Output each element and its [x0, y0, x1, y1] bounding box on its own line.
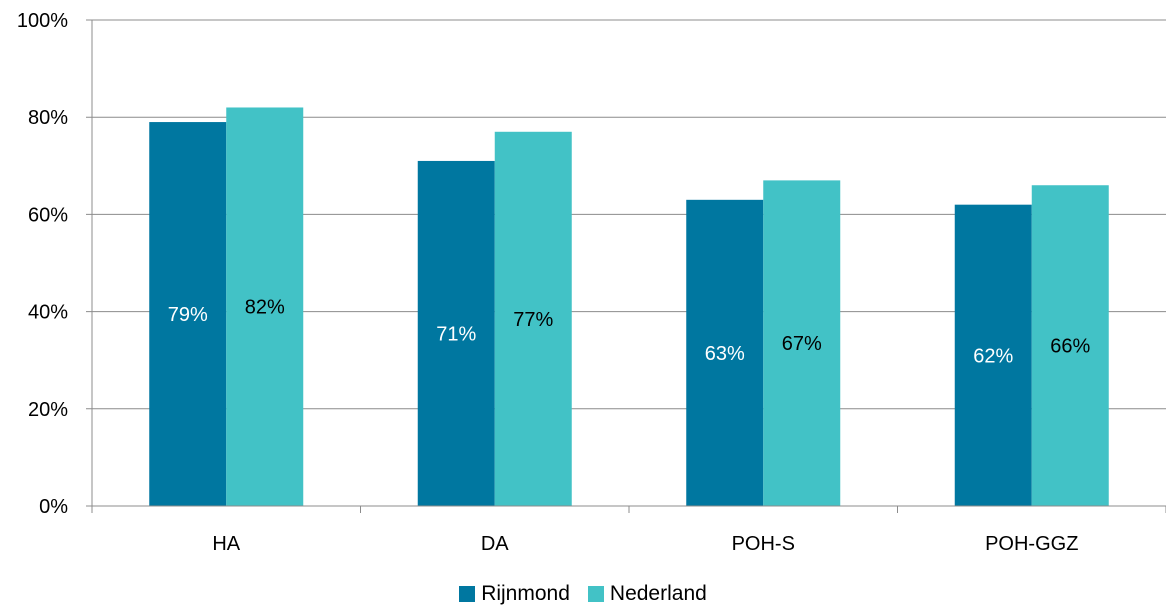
y-tick-label: 0%: [39, 496, 68, 518]
data-label: 71%: [436, 323, 476, 345]
x-tick-label: POH-GGZ: [985, 533, 1078, 555]
bar-nederland-poh-s: [763, 180, 841, 506]
bar-rijnmond-da: [417, 160, 495, 506]
y-tick-label: 20%: [28, 399, 68, 421]
data-label: 66%: [1050, 336, 1090, 358]
data-label: 77%: [513, 309, 553, 331]
bar-rijnmond-ha: [149, 122, 227, 506]
data-label: 63%: [705, 343, 745, 365]
data-label: 79%: [168, 304, 208, 326]
legend-swatch-nederland: [587, 586, 604, 602]
legend-item-rijnmond: Rijnmond: [459, 582, 570, 606]
bar-rijnmond-poh-ggz: [954, 204, 1032, 506]
y-tick-label: 40%: [28, 302, 68, 324]
legend-label-rijnmond: Rijnmond: [481, 582, 570, 605]
legend-item-nederland: Nederland: [587, 582, 707, 606]
legend: Rijnmond Nederland: [0, 582, 1166, 606]
y-tick-label: 60%: [28, 204, 68, 226]
data-label: 67%: [782, 333, 822, 355]
legend-label-nederland: Nederland: [609, 582, 707, 605]
x-tick-label: DA: [481, 533, 509, 555]
legend-swatch-rijnmond: [459, 586, 476, 602]
bar-nederland-da: [494, 131, 572, 506]
y-tick-label: 80%: [28, 107, 68, 129]
x-tick-label: HA: [212, 533, 240, 555]
x-tick-label: POH-S: [732, 533, 795, 555]
y-tick-label: 100%: [17, 10, 68, 32]
data-label: 82%: [245, 297, 285, 319]
bar-rijnmond-poh-s: [686, 199, 764, 506]
data-label: 62%: [973, 345, 1013, 367]
bar-nederland-poh-ggz: [1031, 185, 1109, 507]
bar-nederland-ha: [226, 107, 304, 506]
